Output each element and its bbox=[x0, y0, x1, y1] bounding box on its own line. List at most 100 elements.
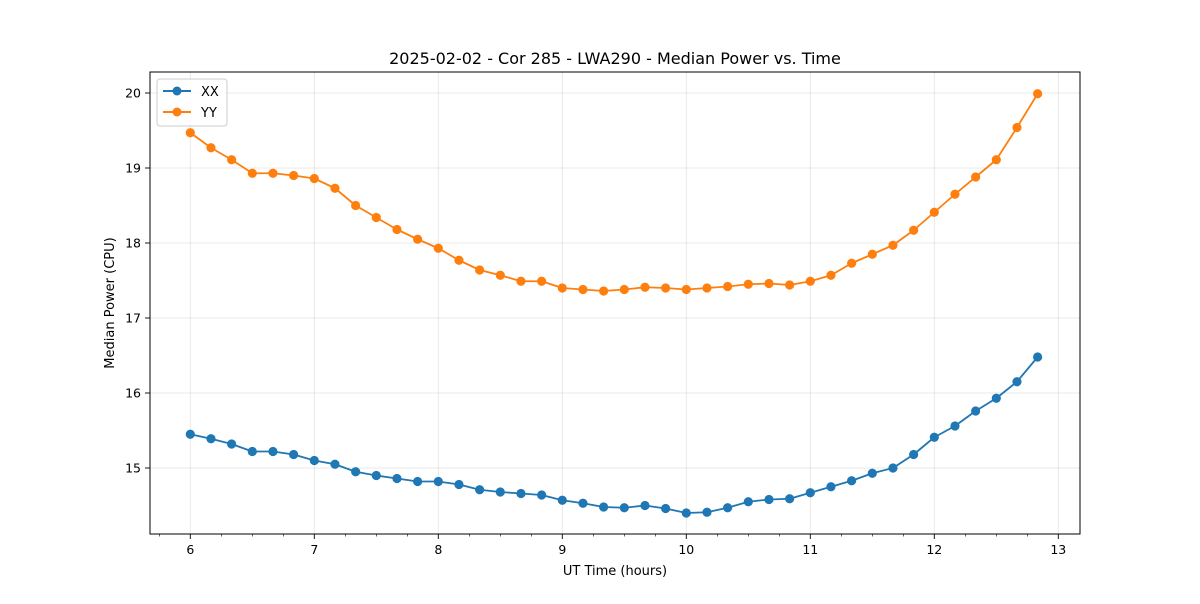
data-point-xx bbox=[847, 476, 857, 486]
data-point-xx bbox=[991, 393, 1001, 403]
data-point-yy bbox=[702, 283, 712, 293]
x-tick-label: 10 bbox=[678, 542, 694, 557]
data-point-xx bbox=[950, 421, 960, 431]
data-point-yy bbox=[888, 240, 898, 250]
data-point-yy bbox=[578, 284, 588, 295]
x-tick-label: 12 bbox=[926, 542, 942, 557]
data-point-yy bbox=[413, 234, 423, 244]
data-point-xx bbox=[557, 495, 567, 505]
data-point-xx bbox=[1033, 352, 1043, 362]
data-point-yy bbox=[909, 225, 919, 235]
data-point-xx bbox=[309, 455, 319, 466]
y-tick-label: 19 bbox=[125, 161, 141, 176]
legend-label-yy: YY bbox=[200, 106, 217, 121]
data-point-xx bbox=[640, 500, 650, 511]
data-point-yy bbox=[805, 276, 815, 286]
data-point-xx bbox=[537, 490, 547, 500]
data-point-xx bbox=[433, 476, 443, 487]
data-point-xx bbox=[681, 508, 691, 518]
data-point-yy bbox=[268, 168, 278, 178]
data-point-yy bbox=[392, 224, 402, 235]
data-point-yy bbox=[330, 183, 340, 193]
data-point-xx bbox=[785, 494, 795, 504]
data-point-xx bbox=[888, 463, 898, 473]
data-point-yy bbox=[1012, 122, 1022, 133]
series-layer bbox=[185, 89, 1043, 518]
chart-title: 2025-02-02 - Cor 285 - LWA290 - Median P… bbox=[389, 49, 841, 68]
plot-frame bbox=[149, 71, 1081, 535]
data-point-xx bbox=[805, 488, 815, 498]
data-point-yy bbox=[681, 284, 691, 295]
data-point-yy bbox=[723, 281, 733, 292]
data-point-yy bbox=[950, 189, 960, 199]
data-point-yy bbox=[1033, 89, 1043, 99]
data-point-yy bbox=[433, 243, 443, 253]
data-point-yy bbox=[785, 280, 795, 290]
data-point-xx bbox=[826, 482, 836, 492]
y-tick-label: 15 bbox=[125, 461, 141, 476]
data-point-yy bbox=[743, 279, 753, 289]
data-point-yy bbox=[454, 255, 464, 265]
y-tick-label: 16 bbox=[125, 386, 141, 401]
y-tick-label: 20 bbox=[125, 86, 141, 101]
data-point-xx bbox=[599, 502, 609, 512]
x-tick-label: 11 bbox=[802, 542, 818, 557]
data-point-xx bbox=[475, 485, 485, 495]
data-point-yy bbox=[557, 283, 567, 293]
data-point-xx bbox=[454, 479, 464, 490]
data-point-xx bbox=[268, 446, 278, 457]
data-point-yy bbox=[599, 286, 609, 296]
data-point-yy bbox=[206, 143, 216, 153]
legend: XX YY bbox=[156, 78, 228, 127]
data-point-yy bbox=[289, 170, 299, 181]
data-point-xx bbox=[330, 459, 340, 469]
data-point-xx bbox=[289, 449, 299, 460]
data-point-yy bbox=[351, 200, 361, 211]
data-point-xx bbox=[392, 473, 402, 484]
data-point-xx bbox=[247, 446, 257, 457]
data-point-yy bbox=[371, 212, 381, 223]
data-point-yy bbox=[619, 284, 629, 295]
data-point-xx bbox=[185, 429, 195, 439]
data-point-xx bbox=[743, 497, 753, 507]
data-point-yy bbox=[247, 168, 257, 178]
data-point-yy bbox=[495, 270, 505, 280]
x-tick-label: 7 bbox=[310, 542, 318, 557]
data-point-xx bbox=[702, 507, 712, 517]
data-point-xx bbox=[1012, 377, 1022, 387]
data-point-xx bbox=[764, 494, 774, 505]
data-point-yy bbox=[847, 258, 857, 268]
series-line-xx bbox=[190, 356, 1039, 514]
data-point-yy bbox=[537, 276, 547, 286]
data-point-yy bbox=[971, 172, 981, 182]
data-point-xx bbox=[206, 434, 216, 444]
data-point-xx bbox=[578, 498, 588, 508]
data-point-yy bbox=[227, 155, 237, 165]
data-point-yy bbox=[309, 173, 319, 184]
data-point-yy bbox=[661, 283, 671, 293]
legend-label-xx: XX bbox=[201, 85, 219, 100]
x-tick-label: 13 bbox=[1050, 542, 1066, 557]
data-point-xx bbox=[371, 470, 381, 481]
data-point-xx bbox=[929, 432, 939, 442]
data-point-yy bbox=[516, 276, 526, 286]
data-point-xx bbox=[516, 488, 526, 499]
x-tick-label: 8 bbox=[434, 542, 442, 557]
data-point-yy bbox=[867, 249, 877, 259]
data-point-yy bbox=[929, 207, 939, 217]
data-point-yy bbox=[826, 270, 836, 280]
ticks-layer: 6 7 8 9 10 11 12 13 15 16 17 18 19 20 bbox=[125, 86, 1066, 558]
data-point-xx bbox=[867, 468, 877, 478]
data-point-xx bbox=[909, 449, 919, 460]
x-tick-label: 9 bbox=[558, 542, 566, 557]
x-tick-label: 6 bbox=[186, 542, 194, 557]
y-tick-label: 17 bbox=[125, 311, 141, 326]
series-line-yy bbox=[189, 93, 1039, 292]
data-point-xx bbox=[971, 406, 981, 416]
data-point-xx bbox=[723, 503, 733, 513]
legend-marker-xx bbox=[172, 86, 182, 96]
data-point-xx bbox=[619, 503, 629, 513]
data-point-yy bbox=[640, 282, 650, 292]
data-point-xx bbox=[227, 439, 237, 449]
